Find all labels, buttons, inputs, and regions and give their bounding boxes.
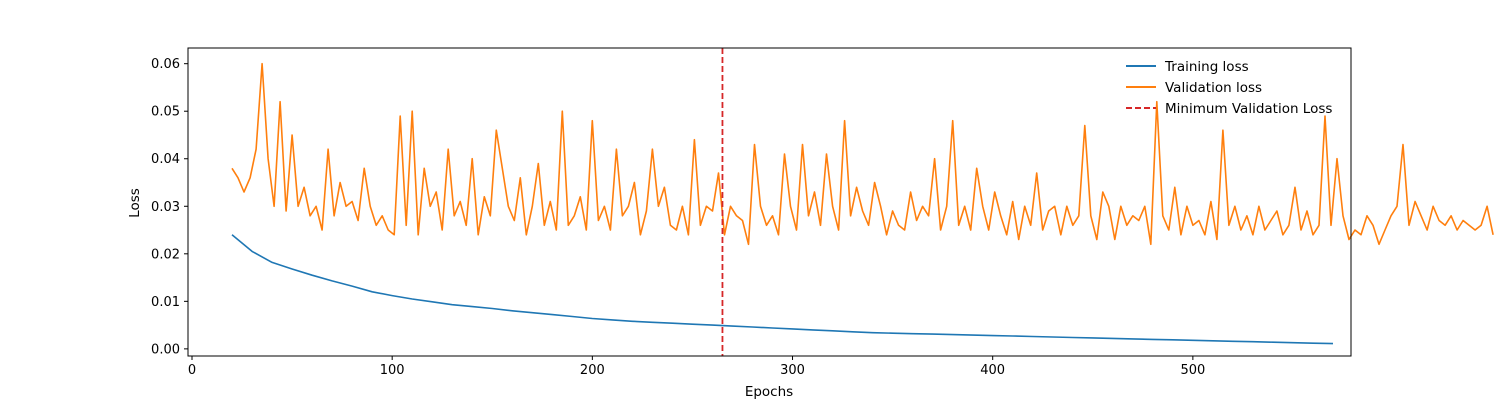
x-axis-label: Epochs xyxy=(745,384,793,400)
x-tick-label: 300 xyxy=(780,363,805,378)
x-axis: 0 100 200 300 400 500 xyxy=(188,356,1205,378)
legend-label-min-validation-loss: Minimum Validation Loss xyxy=(1165,101,1332,117)
y-tick-label: 0.02 xyxy=(151,247,180,262)
series-line-validation-loss xyxy=(231,62,1494,246)
series-line-training-loss xyxy=(231,234,1334,345)
legend: Training loss Validation loss Minimum Va… xyxy=(1126,59,1332,117)
y-axis-label: Loss xyxy=(127,188,143,218)
y-tick-label: 0.06 xyxy=(151,57,180,72)
plot-frame xyxy=(187,47,1352,357)
y-tick-label: 0.00 xyxy=(151,342,180,357)
x-tick-label: 100 xyxy=(380,363,405,378)
y-tick-label: 0.01 xyxy=(151,295,180,310)
y-tick-label: 0.03 xyxy=(151,200,180,215)
series-layer xyxy=(231,62,1494,345)
x-tick-label: 200 xyxy=(580,363,605,378)
x-tick-label: 500 xyxy=(1180,363,1205,378)
y-axis: 0.00 0.01 0.02 0.03 0.04 0.05 0.06 xyxy=(151,57,188,357)
legend-label-training-loss: Training loss xyxy=(1164,59,1249,75)
y-tick-label: 0.04 xyxy=(151,152,180,167)
x-tick-label: 400 xyxy=(980,363,1005,378)
y-tick-label: 0.05 xyxy=(151,105,180,120)
x-tick-label: 0 xyxy=(188,363,196,378)
legend-label-validation-loss: Validation loss xyxy=(1165,80,1262,96)
